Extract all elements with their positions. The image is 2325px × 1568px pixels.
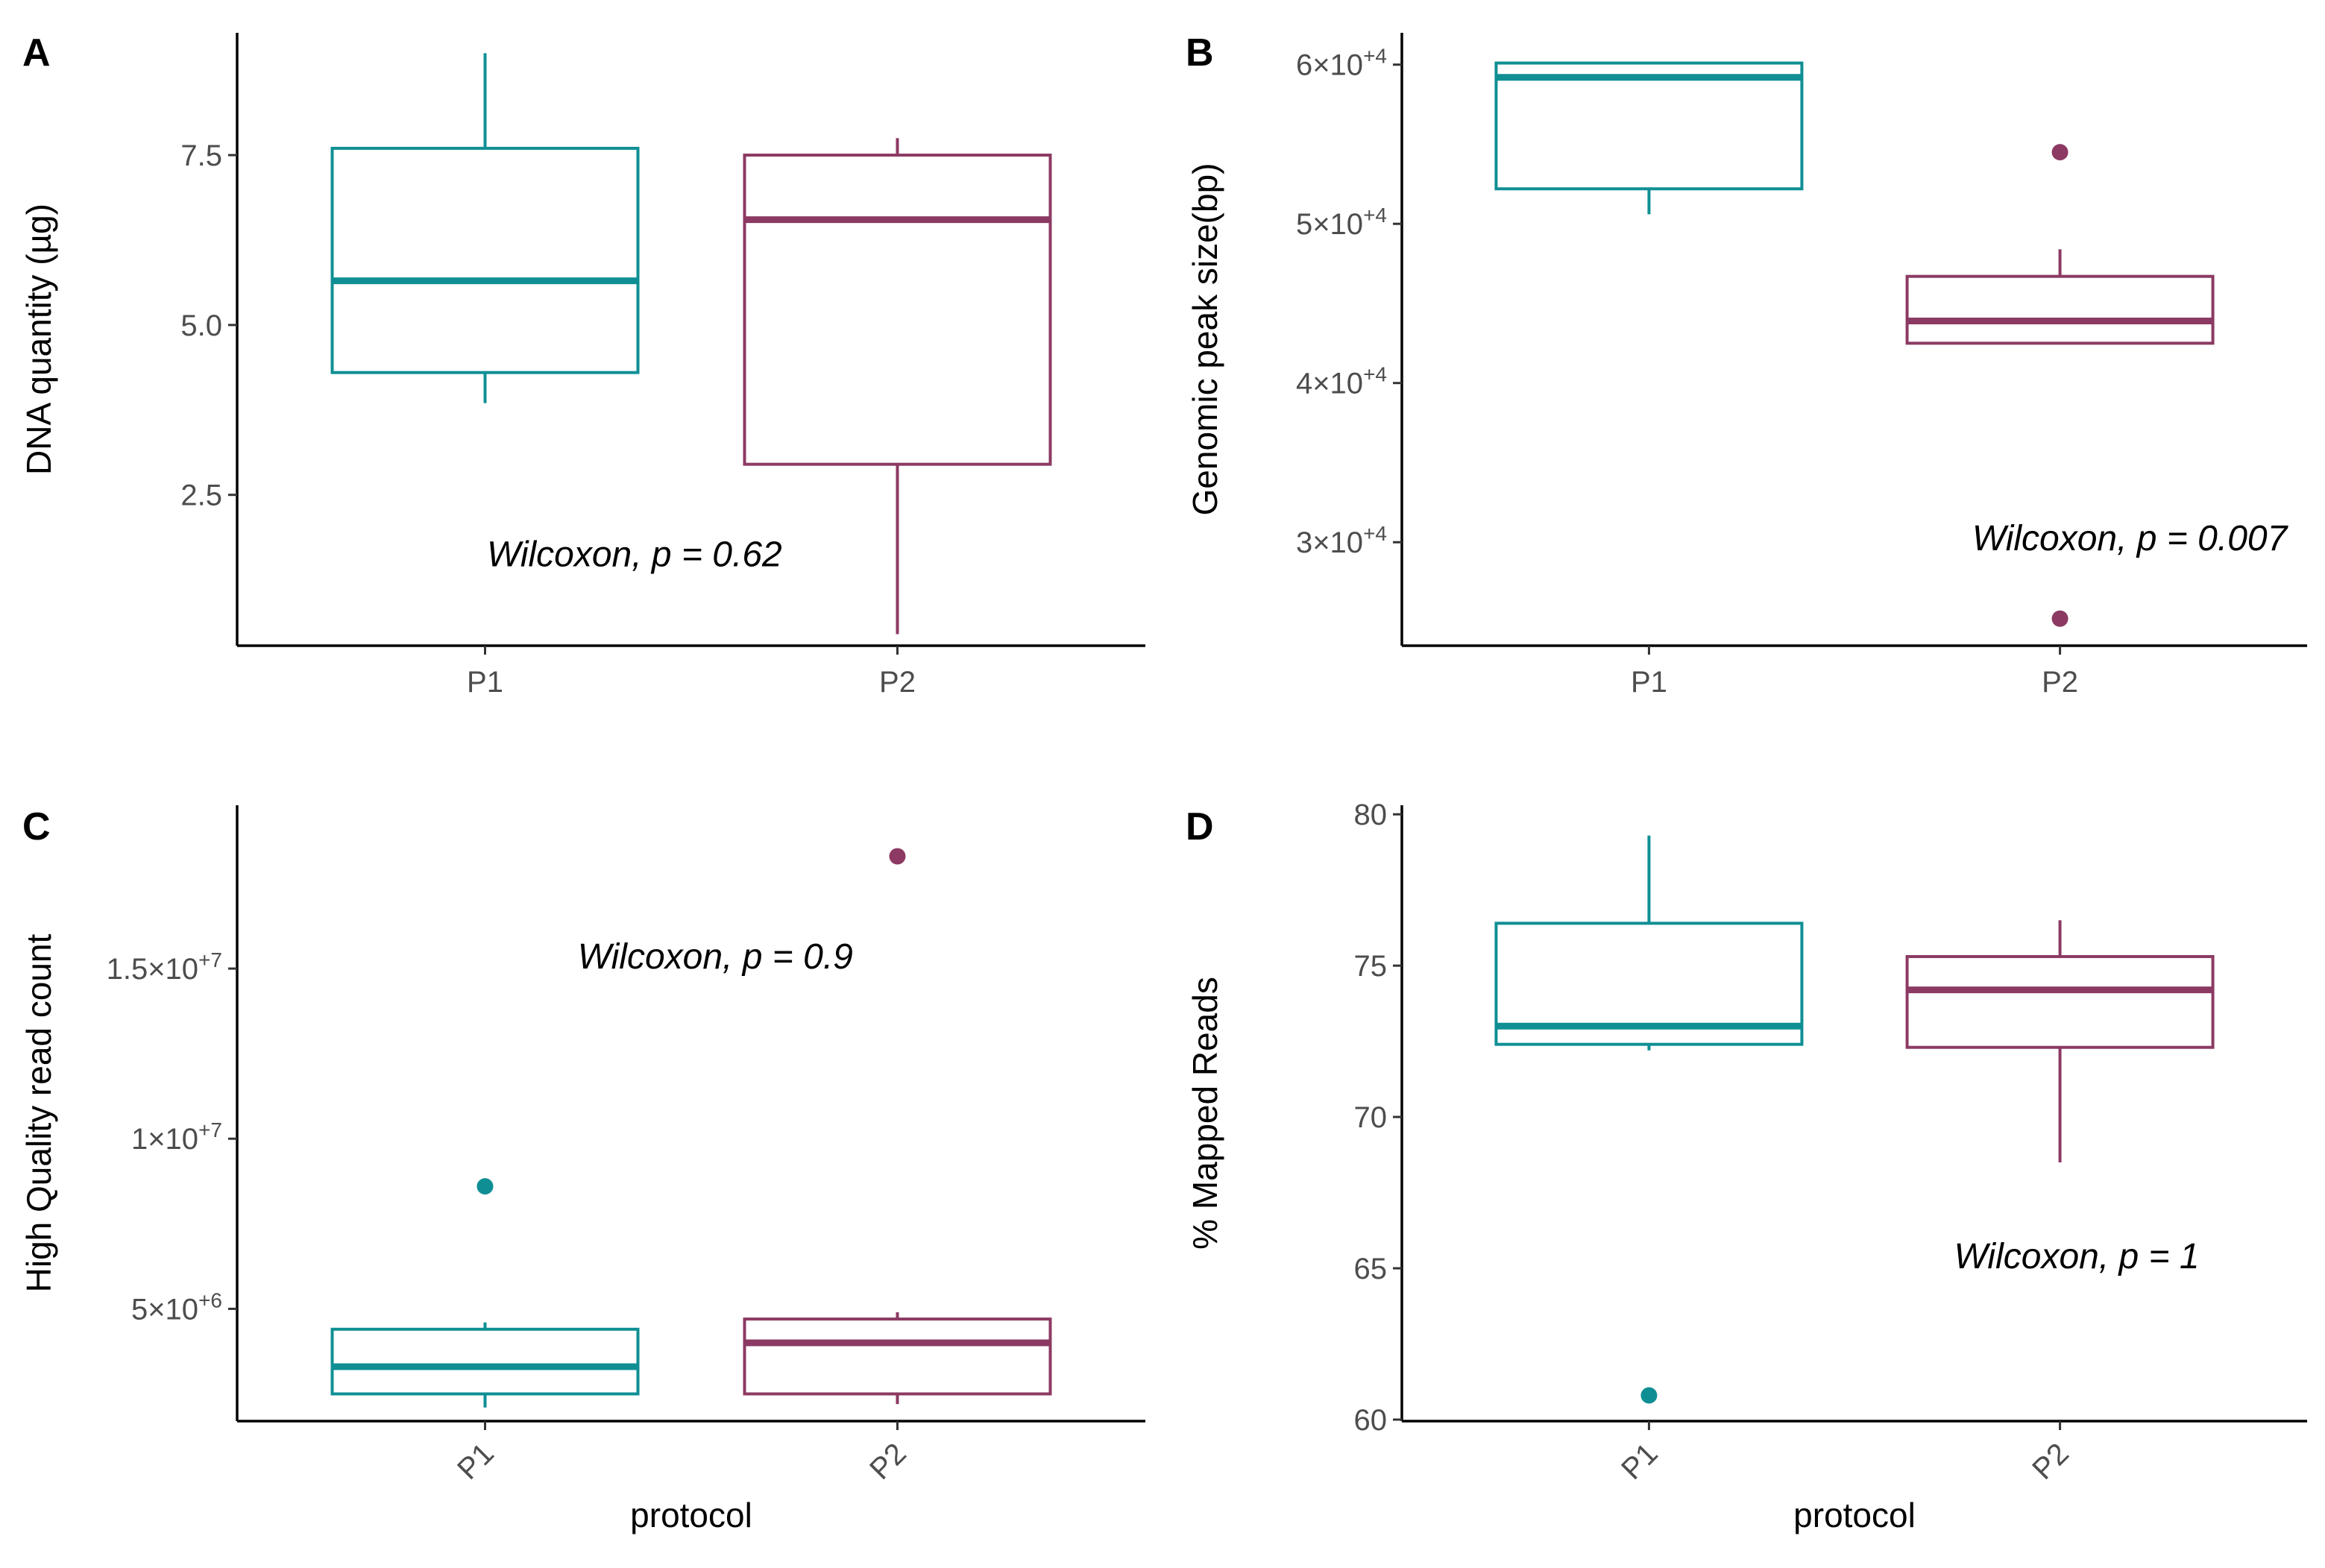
box-p2 (1905, 144, 2215, 627)
x-axis-title: protocol (630, 1496, 752, 1534)
iqr-box (330, 146, 640, 374)
y-axis-title: High Quality read count (19, 933, 58, 1292)
y-axis-title: DNA quantity (µg) (19, 204, 58, 475)
y-axis-title: Genomic peak size(bp) (1186, 163, 1224, 516)
box-p1 (330, 1178, 640, 1408)
outlier-point (1640, 1387, 1658, 1404)
iqr-box (743, 1317, 1052, 1396)
x-tick-label: P1 (451, 1437, 500, 1486)
panel-letter: B (1186, 31, 1214, 75)
x-axis-title: protocol (1793, 1496, 1916, 1534)
box-p1 (1494, 61, 1804, 215)
y-tick-label: 5×10+6 (131, 1288, 222, 1326)
x-tick-label: P2 (2026, 1437, 2075, 1486)
y-tick-label: 80 (1354, 799, 1388, 831)
box-p2 (743, 138, 1052, 635)
wilcoxon-annotation: Wilcoxon, p = 0.9 (578, 937, 853, 977)
y-tick-label: 5.0 (180, 309, 222, 342)
y-tick-label: 4×10+4 (1296, 363, 1387, 400)
panel-letter: D (1186, 805, 1214, 848)
panel-c: C 5×10+6 1×10+7 1.5×10+7 P1 P2 High Quality re… (19, 805, 1145, 1534)
y-tick-label: 70 (1354, 1101, 1388, 1134)
x-tick-label: P1 (1631, 666, 1667, 699)
y-tick-label: 5×10+4 (1296, 204, 1387, 241)
panel-b: B 3×10+4 4×10+4 5×10+4 6×10+4 P1 P2 Genomic pea… (1186, 31, 2307, 699)
y-tick-label: 3×10+4 (1296, 522, 1387, 559)
x-tick-label: P2 (863, 1437, 913, 1486)
y-axis-title: % Mapped Reads (1186, 977, 1224, 1250)
wilcoxon-annotation: Wilcoxon, p = 0.62 (487, 535, 782, 574)
outlier-point (2051, 610, 2068, 627)
y-tick-label: 2.5 (180, 479, 222, 512)
wilcoxon-annotation: Wilcoxon, p = 1 (1954, 1237, 2200, 1276)
y-tick-label: 7.5 (180, 139, 222, 172)
y-tick-label: 75 (1354, 950, 1388, 983)
panel-letter: C (22, 805, 51, 848)
iqr-box (1494, 61, 1804, 191)
y-tick-label: 60 (1354, 1404, 1388, 1437)
box-p2 (1905, 920, 2215, 1162)
outlier-point (476, 1178, 494, 1195)
panel-a: A 2.5 5.0 7.5 P1 P2 DNA quantity (µg) Wilcoxon,… (19, 31, 1145, 699)
wilcoxon-annotation: Wilcoxon, p = 0.007 (1972, 519, 2289, 558)
iqr-box (330, 1327, 640, 1396)
outlier-point (2051, 144, 2068, 161)
box-p2 (743, 848, 1052, 1405)
iqr-box (743, 154, 1052, 466)
outlier-point (889, 848, 906, 865)
x-tick-label: P1 (467, 666, 503, 699)
panel-d: D 60 65 70 75 80 P1 P2 % Mapped Reads protocol Wil… (1186, 799, 2307, 1534)
y-tick-label: 65 (1354, 1253, 1388, 1285)
x-tick-label: P2 (879, 666, 916, 699)
y-tick-label: 1×10+7 (131, 1118, 222, 1156)
x-tick-label: P2 (2042, 666, 2078, 699)
box-p1 (330, 53, 640, 403)
iqr-box (1905, 954, 2215, 1049)
y-tick-label: 6×10+4 (1296, 45, 1387, 82)
box-p1 (1494, 835, 1804, 1404)
y-tick-label: 1.5×10+7 (107, 948, 222, 986)
iqr-box (1905, 274, 2215, 345)
panel-letter: A (22, 31, 51, 75)
x-tick-label: P1 (1615, 1437, 1664, 1486)
